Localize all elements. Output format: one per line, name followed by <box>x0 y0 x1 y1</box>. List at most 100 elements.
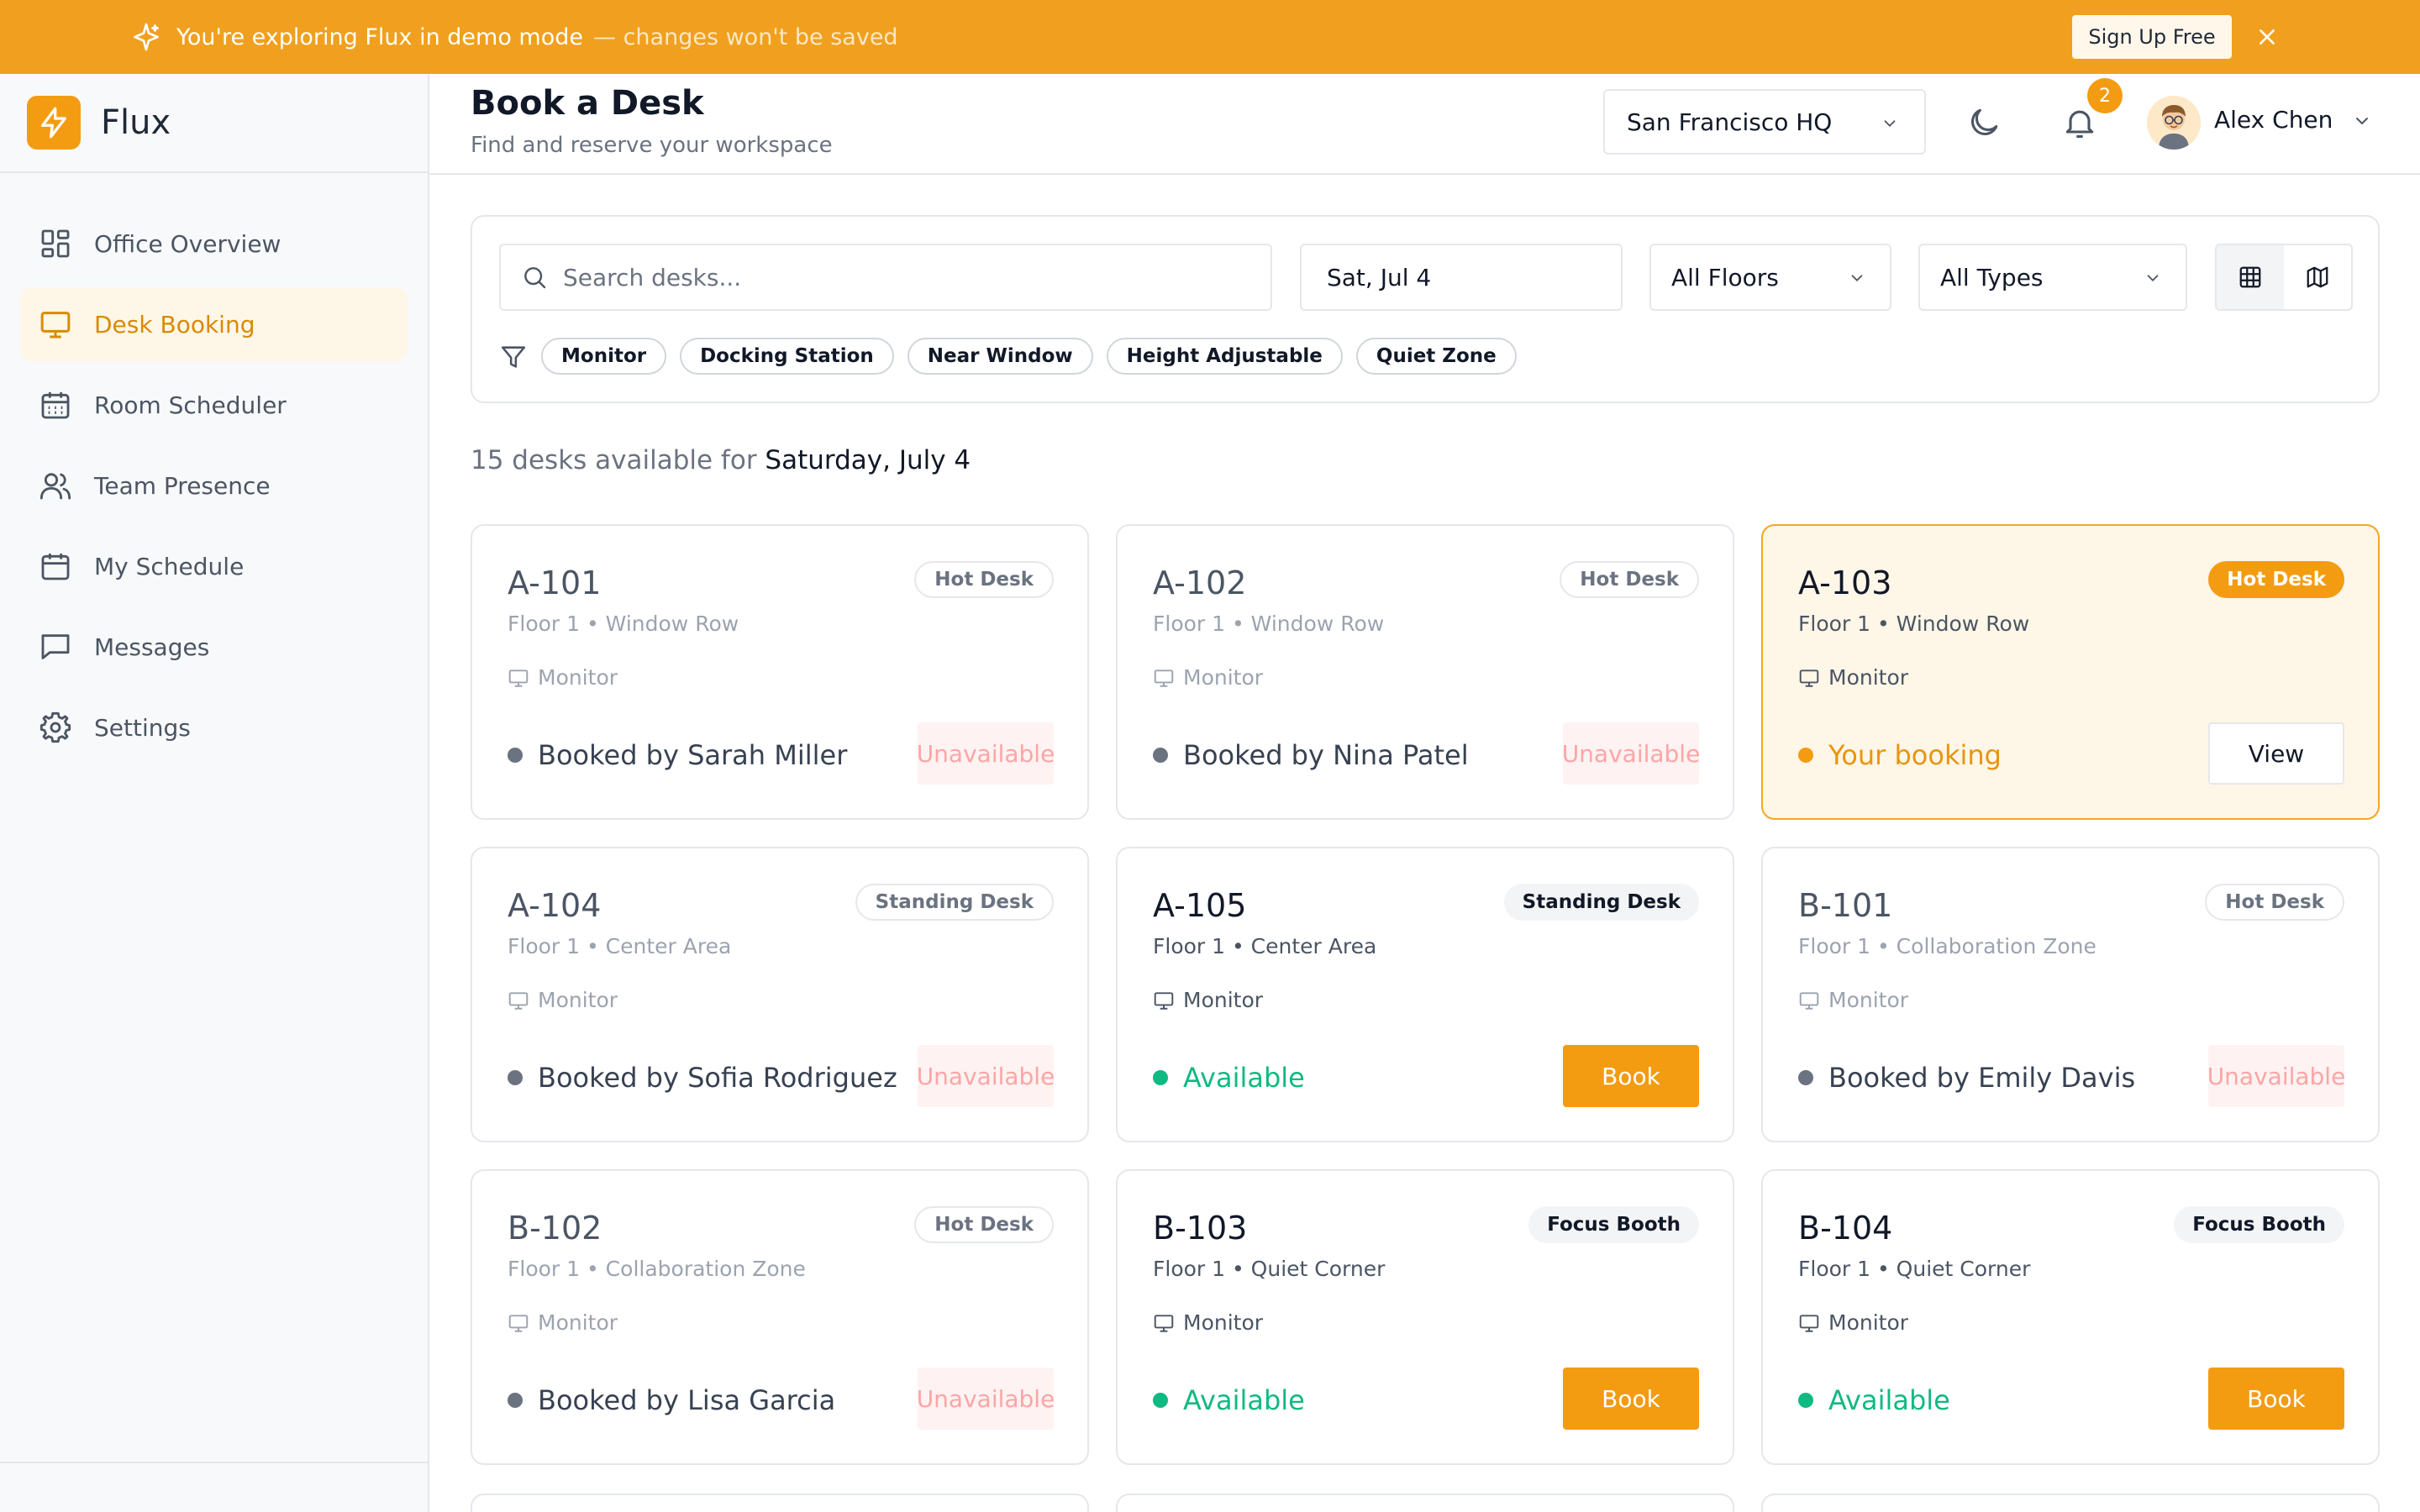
book-button[interactable]: Book <box>1563 1045 1699 1107</box>
desk-location: Floor 1 • Center Area <box>508 934 732 958</box>
monitor-icon <box>508 669 529 687</box>
dark-mode-moon-icon[interactable] <box>1965 104 2002 141</box>
map-icon <box>2307 266 2328 288</box>
desk-location: Floor 1 • Window Row <box>1798 612 2030 636</box>
desk-card[interactable]: A-104 Standing Desk Floor 1 • Center Are… <box>471 847 1089 1142</box>
desk-card-partial[interactable] <box>471 1494 1089 1512</box>
monitor-icon <box>1154 1314 1174 1332</box>
desk-code: A-101 <box>508 564 602 601</box>
avatar[interactable] <box>2147 96 2201 150</box>
desk-amenity-label: Monitor <box>538 665 618 690</box>
unavailable-button[interactable]: Unavailable <box>917 722 1055 785</box>
desk-status: Booked by Lisa Garcia <box>508 1384 835 1416</box>
desk-type-badge: Hot Desk <box>1560 561 1699 598</box>
desk-location: Floor 1 • Window Row <box>1153 612 1385 636</box>
desk-amenity: Monitor <box>508 665 618 690</box>
desk-location: Floor 1 • Center Area <box>1153 934 1377 958</box>
chip-near-window[interactable]: Near Window <box>907 338 1093 375</box>
chevron-down-icon[interactable] <box>2352 111 2372 131</box>
grid-icon <box>41 229 70 258</box>
sidebar-item-my-schedule[interactable]: My Schedule <box>20 529 408 603</box>
desk-card[interactable]: A-105 Standing Desk Floor 1 • Center Are… <box>1116 847 1734 1142</box>
type-select[interactable]: All Types <box>1918 244 2187 311</box>
message-icon <box>41 634 70 659</box>
chip-quiet-zone[interactable]: Quiet Zone <box>1355 338 1517 375</box>
desk-type-badge: Standing Desk <box>1503 884 1699 921</box>
chip-height-adjustable[interactable]: Height Adjustable <box>1106 338 1343 375</box>
bell-icon[interactable] <box>2061 104 2098 141</box>
chip-docking-station[interactable]: Docking Station <box>680 338 894 375</box>
book-button[interactable]: Book <box>1563 1368 1699 1430</box>
map-view-button[interactable] <box>2284 245 2351 309</box>
desk-amenity-label: Monitor <box>1828 1310 1909 1335</box>
search-box[interactable] <box>499 244 1272 311</box>
sidebar-nav: Office Overview Desk Booking Room Schedu… <box>0 173 428 764</box>
desk-amenity-label: Monitor <box>1183 1310 1264 1335</box>
desk-amenity: Monitor <box>1798 665 1908 690</box>
desk-card[interactable]: B-101 Hot Desk Floor 1 • Collaboration Z… <box>1761 847 2380 1142</box>
table-grid-icon <box>2239 266 2261 288</box>
desk-amenity-label: Monitor <box>1183 988 1264 1012</box>
desk-amenity: Monitor <box>1798 988 1908 1012</box>
sidebar-item-office-overview[interactable]: Office Overview <box>20 207 408 281</box>
monitor-icon <box>508 1314 529 1332</box>
user-name[interactable]: Alex Chen <box>2214 106 2333 134</box>
view-booking-button[interactable]: View <box>2208 722 2344 785</box>
sidebar-item-settings[interactable]: Settings <box>20 690 408 764</box>
desk-card[interactable]: A-103 Hot Desk Floor 1 • Window Row Moni… <box>1761 524 2380 820</box>
status-dot <box>1798 1393 1813 1408</box>
desk-code: B-104 <box>1798 1210 1893 1247</box>
sign-up-button[interactable]: Sign Up Free <box>2072 15 2232 59</box>
page-subtitle: Find and reserve your workspace <box>471 133 833 158</box>
unavailable-button[interactable]: Unavailable <box>917 1368 1055 1430</box>
sidebar-item-label: Team Presence <box>94 471 271 500</box>
desk-card[interactable]: B-102 Hot Desk Floor 1 • Collaboration Z… <box>471 1169 1089 1465</box>
page-title: Book a Desk <box>471 84 704 123</box>
desk-card-partial[interactable] <box>1761 1494 2380 1512</box>
sidebar-item-messages[interactable]: Messages <box>20 610 408 684</box>
desk-amenity: Monitor <box>508 988 618 1012</box>
brand[interactable]: Flux <box>0 74 428 173</box>
location-select[interactable]: San Francisco HQ <box>1603 89 1926 155</box>
status-dot <box>1153 1393 1168 1408</box>
desk-card[interactable]: B-103 Focus Booth Floor 1 • Quiet Corner… <box>1116 1169 1734 1465</box>
desk-card[interactable]: A-102 Hot Desk Floor 1 • Window Row Moni… <box>1116 524 1734 820</box>
desk-code: A-103 <box>1798 564 1892 601</box>
users-icon <box>39 473 71 500</box>
grid-view-button[interactable] <box>2217 245 2284 309</box>
desk-card-partial[interactable] <box>1116 1494 1734 1512</box>
unavailable-button[interactable]: Unavailable <box>1562 722 1700 785</box>
desk-location: Floor 1 • Window Row <box>508 612 739 636</box>
desk-amenity: Monitor <box>1153 665 1263 690</box>
sidebar-item-room-scheduler[interactable]: Room Scheduler <box>20 368 408 442</box>
sidebar-item-label: Room Scheduler <box>94 391 287 419</box>
unavailable-button[interactable]: Unavailable <box>2207 1045 2345 1107</box>
date-picker[interactable]: Sat, Jul 4 <box>1300 244 1623 311</box>
close-banner-icon[interactable] <box>2250 20 2284 54</box>
sidebar-item-label: Settings <box>94 713 191 742</box>
flux-logo-icon <box>27 96 81 150</box>
sidebar-item-label: Desk Booking <box>94 310 255 339</box>
monitor-icon <box>1799 1314 1819 1332</box>
desk-card[interactable]: A-101 Hot Desk Floor 1 • Window Row Moni… <box>471 524 1089 820</box>
desk-status: Booked by Sofia Rodriguez <box>508 1062 897 1094</box>
sidebar-item-desk-booking[interactable]: Desk Booking <box>20 287 408 361</box>
desk-amenity-label: Monitor <box>1183 665 1264 690</box>
chevron-down-icon <box>1884 120 1896 128</box>
desk-code: A-104 <box>508 887 602 924</box>
desk-amenity-label: Monitor <box>1828 665 1909 690</box>
unavailable-button[interactable]: Unavailable <box>917 1045 1055 1107</box>
status-dot <box>1798 748 1813 763</box>
sidebar-item-team-presence[interactable]: Team Presence <box>20 449 408 522</box>
notification-badge: 2 <box>2087 78 2123 113</box>
monitor-icon <box>1154 991 1174 1010</box>
desk-code: B-103 <box>1153 1210 1248 1247</box>
desk-status: Available <box>1798 1384 1950 1416</box>
chip-monitor[interactable]: Monitor <box>541 338 667 375</box>
floor-select[interactable]: All Floors <box>1649 244 1891 311</box>
desk-card[interactable]: B-104 Focus Booth Floor 1 • Quiet Corner… <box>1761 1169 2380 1465</box>
search-input[interactable] <box>563 263 1252 291</box>
book-button[interactable]: Book <box>2208 1368 2344 1430</box>
status-dot <box>1153 748 1168 763</box>
status-dot <box>508 1393 523 1408</box>
